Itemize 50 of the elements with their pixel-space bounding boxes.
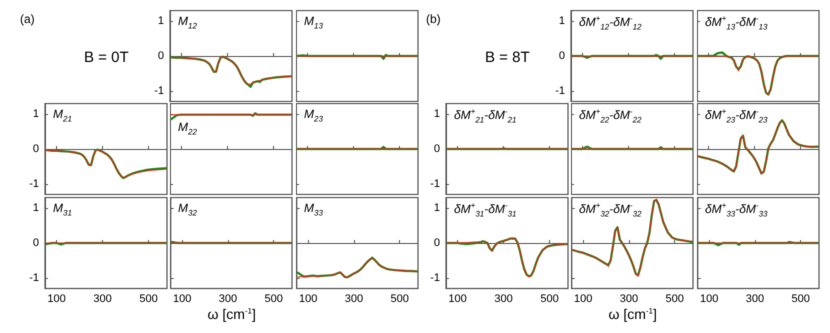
chart-title: M$_{21}$ bbox=[53, 107, 72, 124]
x-tick-label: 300 bbox=[344, 293, 364, 305]
y-tick-label: 0 bbox=[434, 237, 440, 249]
y-tick-label: 1 bbox=[32, 202, 39, 214]
chart-title: M$_{31}$ bbox=[53, 201, 72, 218]
y-tick-label: -1 bbox=[430, 178, 440, 190]
text: B = 0T bbox=[84, 49, 129, 66]
y-tick-label: 0 bbox=[32, 237, 39, 249]
y-tick-label: 1 bbox=[32, 108, 39, 120]
x-tick-label: 100 bbox=[298, 293, 318, 305]
y-tick-label: 0 bbox=[32, 143, 39, 155]
x-tick-label: 300 bbox=[620, 293, 638, 305]
x-axis-title: ω [cm$^{-1}$] bbox=[608, 306, 657, 322]
text: B = 8T bbox=[485, 49, 530, 66]
chart-title: M$_{33}$ bbox=[304, 201, 323, 218]
y-tick-label: -1 bbox=[29, 272, 39, 284]
y-tick-label: -1 bbox=[555, 85, 565, 97]
y-tick-label: 1 bbox=[434, 108, 440, 120]
x-tick-label: 300 bbox=[494, 293, 513, 305]
y-tick-label: -1 bbox=[430, 272, 440, 284]
y-tick-label: 1 bbox=[434, 202, 440, 214]
y-tick-label: 1 bbox=[158, 15, 164, 27]
y-tick-label: 0 bbox=[434, 143, 440, 155]
chart-title: M$_{23}$ bbox=[304, 107, 323, 124]
x-axis-title: ω [cm$^{-1}$] bbox=[208, 306, 256, 322]
x-tick-label: 100 bbox=[574, 293, 592, 305]
chart-title: M$_{12}$ bbox=[178, 14, 197, 30]
x-tick-label: 500 bbox=[390, 293, 409, 305]
chart-title: M$_{32}$ bbox=[178, 201, 197, 218]
y-tick-label: 0 bbox=[558, 50, 565, 62]
chart-title: M$_{13}$ bbox=[304, 14, 323, 30]
text: (b) bbox=[426, 12, 441, 26]
text: (a) bbox=[20, 12, 35, 26]
text: M$_{22}$ bbox=[178, 120, 197, 136]
y-tick-label: -1 bbox=[29, 178, 39, 190]
x-tick-label: 500 bbox=[139, 293, 158, 305]
x-tick-label: 500 bbox=[540, 293, 559, 305]
x-tick-label: 300 bbox=[93, 293, 112, 305]
x-tick-label: 100 bbox=[700, 293, 718, 305]
x-tick-label: 100 bbox=[47, 293, 66, 305]
y-tick-label: -1 bbox=[154, 85, 164, 97]
x-tick-label: 100 bbox=[172, 293, 192, 305]
y-tick-label: 1 bbox=[558, 15, 565, 27]
x-tick-label: 300 bbox=[218, 293, 238, 305]
x-tick-label: 500 bbox=[264, 293, 283, 305]
x-tick-label: 500 bbox=[666, 293, 684, 305]
x-tick-label: 300 bbox=[746, 293, 764, 305]
x-tick-label: 100 bbox=[448, 293, 467, 305]
x-tick-label: 500 bbox=[792, 293, 810, 305]
y-tick-label: 0 bbox=[158, 50, 164, 62]
